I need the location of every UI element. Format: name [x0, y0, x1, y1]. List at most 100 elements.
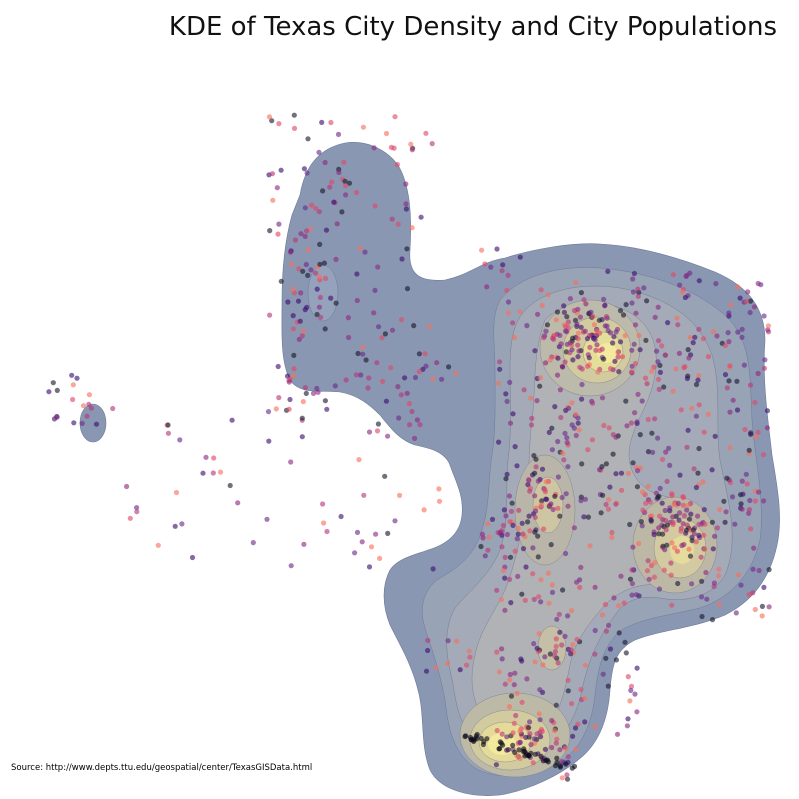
city-point	[462, 733, 468, 740]
city-point	[265, 409, 272, 415]
city-point	[416, 351, 422, 357]
city-point	[569, 701, 575, 707]
city-point	[570, 335, 576, 341]
city-point	[693, 413, 700, 419]
city-point	[732, 521, 738, 527]
city-point	[565, 503, 571, 509]
city-point	[639, 523, 645, 529]
city-point	[527, 488, 533, 494]
city-point	[532, 751, 538, 757]
city-point	[562, 633, 568, 640]
city-point	[403, 201, 409, 207]
city-point	[667, 508, 673, 514]
city-point	[603, 314, 610, 320]
city-point	[324, 406, 330, 412]
city-point	[445, 660, 451, 667]
city-point	[541, 526, 547, 532]
city-point	[747, 497, 753, 504]
city-point	[504, 471, 510, 477]
city-point	[623, 650, 629, 656]
city-point	[606, 497, 612, 503]
city-point	[615, 349, 621, 355]
city-point	[571, 525, 578, 531]
kde-lubbock-ring	[307, 264, 339, 322]
city-point	[322, 398, 328, 404]
city-point	[500, 262, 506, 268]
city-point	[672, 545, 678, 551]
city-point	[701, 507, 707, 513]
city-point	[625, 716, 631, 722]
city-point	[302, 385, 308, 391]
city-point	[538, 502, 545, 508]
city-point	[394, 161, 400, 168]
city-point	[576, 348, 582, 354]
city-point	[628, 420, 635, 426]
city-point	[354, 271, 360, 277]
city-point	[607, 484, 613, 490]
city-point	[614, 731, 621, 737]
city-point	[503, 476, 509, 482]
city-point	[286, 379, 292, 385]
city-point	[376, 324, 382, 330]
city-point	[547, 651, 554, 657]
city-point	[549, 717, 555, 724]
city-point	[500, 567, 506, 574]
city-point	[554, 372, 561, 378]
city-point	[656, 376, 662, 382]
city-point	[582, 719, 588, 725]
city-point	[569, 422, 575, 428]
city-point	[701, 429, 707, 435]
city-point	[562, 430, 568, 436]
city-point	[679, 289, 685, 295]
city-point	[564, 776, 571, 782]
city-point	[575, 420, 581, 426]
city-point	[747, 309, 753, 316]
city-point	[756, 567, 762, 574]
city-point	[360, 124, 366, 130]
city-point	[578, 290, 585, 296]
city-point	[670, 514, 676, 520]
city-point	[568, 647, 574, 653]
city-point	[505, 272, 511, 278]
city-point	[329, 179, 335, 185]
city-point	[50, 380, 56, 386]
city-point	[553, 643, 559, 650]
city-point	[536, 594, 542, 600]
city-point	[70, 382, 76, 388]
city-point	[635, 286, 641, 292]
city-point	[693, 539, 699, 545]
city-point	[110, 405, 116, 412]
city-point	[523, 564, 529, 570]
city-point	[735, 572, 741, 578]
city-point	[549, 744, 555, 751]
city-point	[677, 282, 683, 288]
city-point	[430, 376, 436, 382]
city-point	[685, 427, 691, 433]
city-point	[644, 298, 650, 304]
city-point	[503, 391, 509, 397]
city-point	[512, 670, 518, 676]
city-point	[328, 119, 334, 126]
city-point	[681, 365, 687, 371]
city-point	[559, 642, 565, 648]
city-point	[670, 272, 677, 278]
city-point	[299, 434, 305, 440]
city-point	[316, 274, 323, 280]
city-point	[229, 417, 235, 423]
city-point	[532, 348, 538, 354]
city-point	[314, 286, 320, 292]
city-point	[403, 206, 409, 212]
city-point	[559, 775, 565, 781]
city-point	[759, 603, 766, 610]
city-point	[747, 382, 754, 388]
city-point	[575, 330, 582, 336]
city-point	[531, 736, 538, 742]
city-point	[637, 347, 643, 353]
city-point	[328, 295, 334, 301]
city-point	[526, 725, 532, 731]
city-point	[699, 594, 705, 600]
city-point	[592, 337, 598, 343]
city-point	[317, 261, 323, 267]
city-point	[80, 403, 87, 409]
city-point	[689, 405, 695, 411]
